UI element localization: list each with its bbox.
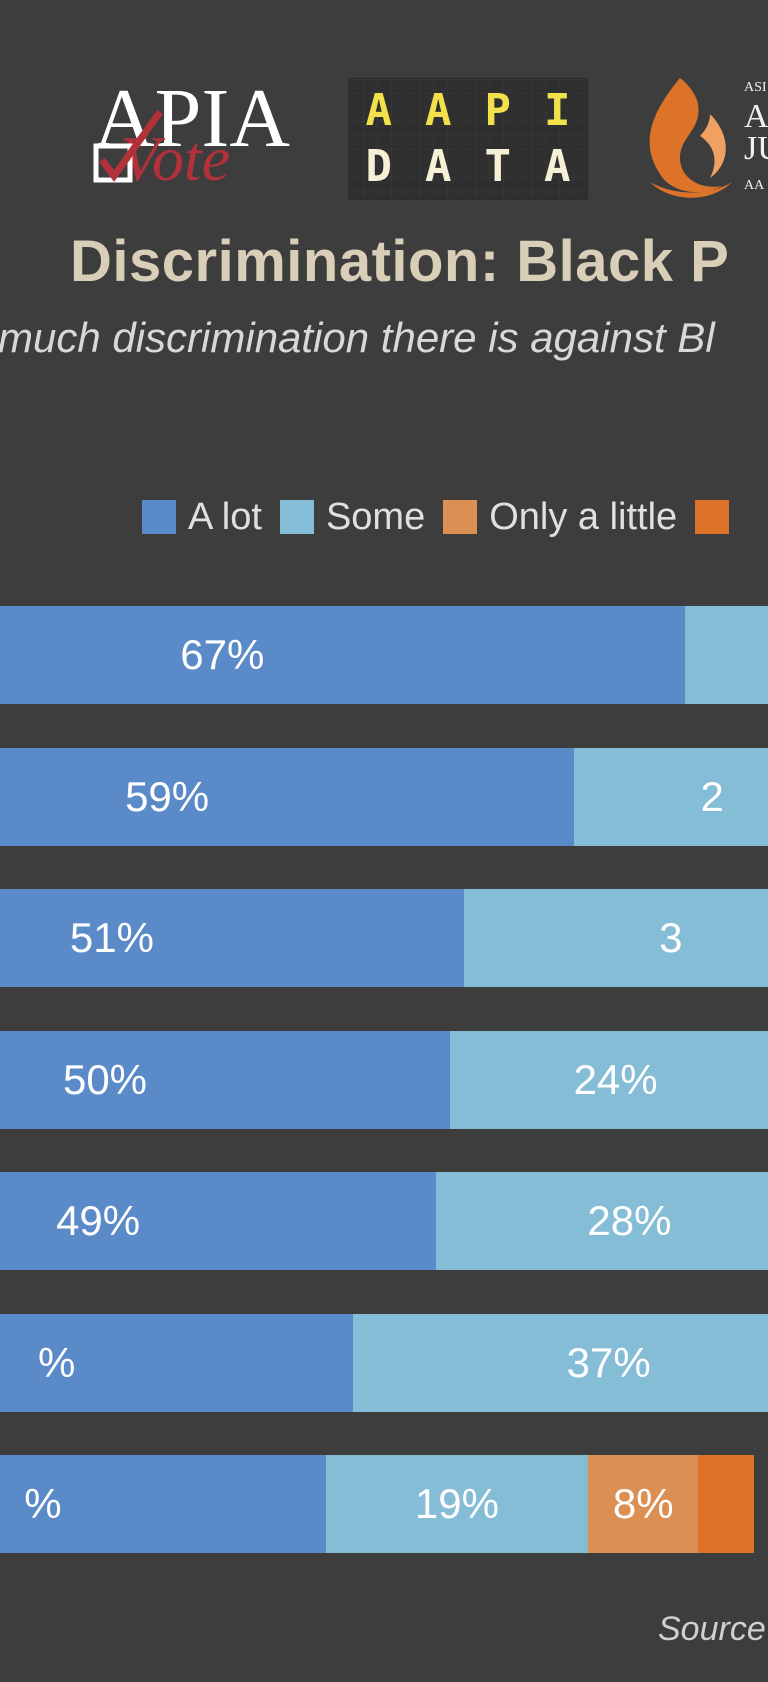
legend-label: A lot [188,495,262,538]
data-label: 24% [573,1055,658,1103]
bar-segment [0,747,575,846]
aapi-letter: A [425,85,452,136]
data-label: 49% [56,1197,141,1244]
bar-segment [698,1455,754,1553]
data-label: 28% [587,1197,672,1244]
bar-segment [0,1030,450,1129]
legend-label: Some [325,495,426,538]
data-label: 37% [566,1338,651,1386]
data-label: % [24,1480,62,1527]
aj-logo-line: JU [744,130,768,167]
chart-title: Discrimination: Black P [70,229,730,294]
bar-segment [0,1455,326,1553]
legend-swatch [279,500,314,534]
bar-row: 51% 3 [0,889,768,987]
legend-item-fourth [695,500,741,534]
bar-row: % 19% 8% [0,1455,768,1553]
data-letter: A [425,141,452,192]
data-label: 51% [69,914,154,961]
bar-segment [588,1455,699,1553]
bar-segment [325,1455,588,1553]
vote-logo-text: Vote [120,123,230,194]
chart-legend: A lot Some Only a little [142,494,759,540]
data-label: 59% [125,772,210,820]
data-letter: T [484,141,512,192]
legend-item-some: Some [279,495,426,539]
source-note: Source [658,1610,766,1648]
logo-strip: APIA Vote A A P I D A T A ASI A JU AA [0,0,768,220]
aapi-letter: I [544,85,571,136]
data-label: 2 [700,772,724,820]
asian-americans-advancing-justice-logo: ASI A JU AA [640,74,768,204]
chart-subtitle: much discrimination there is against Bl [0,314,715,361]
legend-item-a-lot: A lot [142,496,262,539]
legend-swatch [443,500,478,534]
bar-row: 67% [0,606,768,704]
bar-row: 59% 2 [0,747,768,846]
data-logo-row: D A T A [349,145,587,189]
data-label: 8% [612,1480,674,1527]
aapi-letter: P [484,85,512,136]
checkmark-icon [99,109,163,182]
data-label: % [38,1338,76,1386]
legend-swatch [695,500,730,534]
data-label: 19% [414,1480,499,1527]
data-label: 3 [659,914,683,961]
bar-segment [353,1313,768,1412]
aj-logo-line: A [744,98,768,135]
bar-segment [0,606,685,704]
legend-item-only-a-little: Only a little [443,496,677,539]
aapi-data-logo: A A P I D A T A [348,78,588,200]
aj-logo-line: AA [744,178,765,193]
bar-segment [0,1172,437,1270]
data-label: 50% [62,1055,148,1103]
bar-segment [0,889,464,987]
flame-icon [649,78,732,198]
apia-logo-text: APIA [94,72,290,165]
legend-swatch [142,500,176,534]
bar-row: 49% 28% [0,1172,768,1270]
bar-segment [463,889,768,987]
bar-segment [436,1172,768,1270]
aapi-letter: A [365,85,393,136]
bar-segment [684,606,768,704]
bar-row: % 37% [0,1313,768,1412]
bar-row: 50% 24% [0,1030,768,1129]
bar-segment [0,1313,354,1412]
data-letter: A [544,141,571,192]
aj-logo-line: ASI [744,80,767,95]
legend-label: Only a little [489,495,678,538]
bar-segment [574,747,768,846]
aapi-logo-row: A A P I [349,89,587,133]
bar-segment [450,1030,768,1129]
data-label: 67% [180,631,265,678]
data-letter: D [365,141,393,192]
apia-vote-logo: APIA Vote [93,72,290,194]
